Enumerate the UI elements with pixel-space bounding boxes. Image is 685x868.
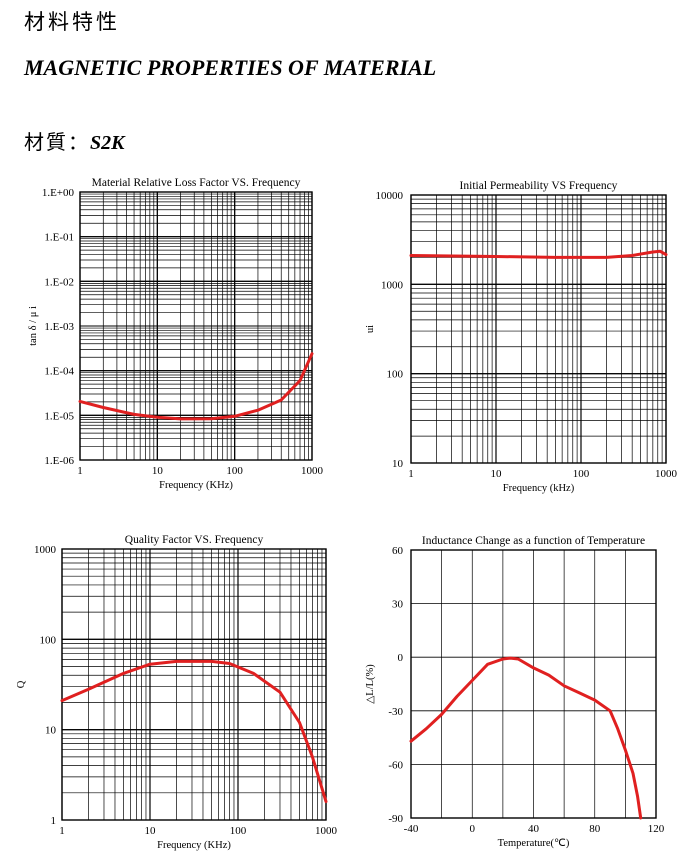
page-title-chinese: 材料特性 bbox=[24, 10, 120, 34]
y-tick-label: 60 bbox=[392, 545, 404, 557]
page-title-english: MAGNETIC PROPERTIES OF MATERIAL bbox=[24, 55, 437, 80]
plot-frame bbox=[79, 191, 313, 461]
chart-title: Material Relative Loss Factor VS. Freque… bbox=[92, 177, 301, 189]
y-axis-label: Q bbox=[16, 680, 27, 688]
y-axis-label: tan δ / μ i bbox=[28, 306, 39, 346]
material-name: S2K bbox=[90, 132, 125, 154]
chart-title: Quality Factor VS. Frequency bbox=[125, 534, 264, 546]
y-axis-label: ui bbox=[365, 325, 376, 333]
y-tick-label: 1.E-04 bbox=[44, 366, 74, 378]
y-tick-label: 1.E-01 bbox=[44, 232, 74, 244]
series-line bbox=[78, 352, 314, 421]
x-tick-label: 10 bbox=[152, 465, 164, 477]
y-tick-label: 1000 bbox=[34, 544, 57, 556]
y-tick-label: 1.E-02 bbox=[44, 276, 74, 288]
x-tick-label: -40 bbox=[404, 823, 419, 835]
y-tick-label: 1000 bbox=[381, 279, 404, 291]
series-line bbox=[60, 659, 328, 804]
x-tick-label: 1000 bbox=[655, 468, 678, 480]
x-tick-label: 0 bbox=[470, 823, 476, 835]
series-line bbox=[409, 656, 643, 820]
x-axis-label: Frequency (KHz) bbox=[157, 840, 231, 851]
y-tick-label: 1.E-05 bbox=[44, 410, 74, 422]
y-tick-label: 1.E-03 bbox=[44, 321, 74, 333]
x-tick-label: 100 bbox=[226, 465, 243, 477]
plot-frame bbox=[410, 549, 657, 819]
permeability-chart: 1 10 100 1000 10 100 1000 10000 Initial Permeabi… bbox=[365, 180, 678, 494]
x-axis-label: Frequency (kHz) bbox=[503, 483, 575, 494]
grid-lines bbox=[410, 194, 667, 464]
y-tick-label: -90 bbox=[388, 813, 403, 825]
y-tick-label: 100 bbox=[40, 634, 57, 646]
chart-title: Inductance Change as a function of Tempe… bbox=[422, 535, 645, 547]
x-tick-label: 1 bbox=[408, 468, 414, 480]
grid-lines bbox=[410, 549, 657, 819]
x-tick-label: 1 bbox=[77, 465, 83, 477]
plot-frame bbox=[61, 548, 327, 821]
y-tick-label: -30 bbox=[388, 706, 403, 718]
x-tick-label: 100 bbox=[573, 468, 590, 480]
y-tick-label: 10 bbox=[392, 458, 404, 470]
x-axis-label: Frequency (KHz) bbox=[159, 480, 233, 491]
material-label: 材質： bbox=[24, 130, 90, 154]
y-axis-label: △L/L(%) bbox=[365, 664, 376, 704]
y-tick-label: 1.E-06 bbox=[44, 455, 74, 467]
x-tick-label: 80 bbox=[589, 823, 601, 835]
temperature-chart: -40 0 40 80 120 -90 -60 -30 0 30 60 Inductance Chan… bbox=[365, 535, 665, 849]
x-tick-label: 1000 bbox=[301, 465, 324, 477]
x-tick-label: 1000 bbox=[315, 825, 338, 837]
x-tick-label: 100 bbox=[230, 825, 247, 837]
x-axis-label: Temperature(℃) bbox=[498, 838, 570, 849]
y-tick-label: 10 bbox=[45, 725, 57, 737]
x-tick-label: 40 bbox=[528, 823, 540, 835]
series-line bbox=[409, 249, 668, 259]
x-tick-label: 10 bbox=[491, 468, 503, 480]
grid-lines bbox=[79, 191, 313, 461]
plot-frame bbox=[410, 194, 667, 464]
y-tick-label: 100 bbox=[387, 369, 404, 381]
x-tick-label: 10 bbox=[145, 825, 157, 837]
y-tick-label: 10000 bbox=[376, 190, 404, 202]
x-tick-label: 1 bbox=[59, 825, 65, 837]
y-tick-label: -60 bbox=[388, 759, 403, 771]
y-tick-label: 1.E+00 bbox=[42, 187, 75, 199]
y-tick-label: 0 bbox=[398, 652, 404, 664]
y-tick-label: 1 bbox=[51, 815, 57, 827]
loss-factor-chart: 1 10 100 1000 1.E-06 1.E-05 1.E-04 1.E-03 1.E-02… bbox=[28, 177, 324, 491]
quality-factor-chart: 1 10 100 1000 1 10 100 1000 Quality Factor VS. F… bbox=[16, 534, 338, 851]
chart-title: Initial Permeability VS Frequency bbox=[460, 180, 618, 192]
x-tick-label: 120 bbox=[648, 823, 665, 835]
material-line: 材質：S2K bbox=[24, 126, 124, 155]
y-tick-label: 30 bbox=[392, 599, 404, 611]
